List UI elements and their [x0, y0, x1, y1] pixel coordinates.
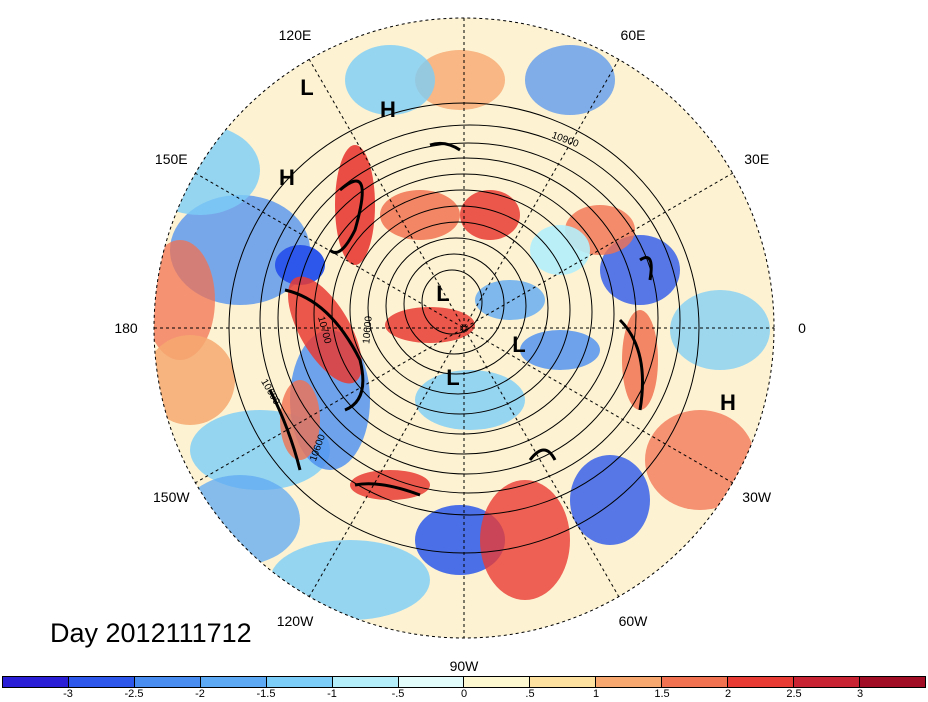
colorbar-tick-label: -1: [327, 688, 337, 700]
high-north-atlantic-marker: H: [720, 390, 736, 415]
longitude-label: 30E: [744, 151, 770, 167]
colorbar-tick-label: 2.5: [786, 688, 802, 700]
longitude-label: 0: [798, 320, 806, 336]
longitude-label: 60W: [618, 612, 648, 629]
colorbar-segment: [728, 677, 795, 687]
high-west-pacific-marker: H: [279, 165, 295, 190]
colorbar-segment: [398, 677, 465, 687]
longitude-label: 60E: [620, 27, 646, 44]
low-greenland-sea-marker: L: [512, 332, 526, 357]
colorbar-tick-label: 1: [592, 688, 600, 700]
colorbar-segment: [3, 677, 69, 687]
polar-map: [153, 17, 775, 639]
colorbar-tick-label: 0: [460, 688, 468, 700]
colorbar-segment: [859, 677, 925, 687]
colorbar-segment: [134, 677, 201, 687]
longitude-label: 120E: [278, 27, 312, 44]
colorbar-tick-label: -3: [63, 688, 73, 700]
low-canadian-arctic-marker: L: [446, 365, 460, 390]
low-arctic-marker: L: [436, 281, 450, 306]
colorbar-segment: [530, 677, 597, 687]
colorbar-tick-label: -.5: [391, 688, 405, 700]
colorbar-segment: [332, 677, 399, 687]
colorbar-segment: [464, 677, 531, 687]
longitude-label: 180: [114, 320, 138, 336]
map-boundary: [153, 17, 775, 639]
colorbar-segment: [794, 677, 860, 687]
graticule: [154, 18, 774, 638]
colorbar-segment: [596, 677, 663, 687]
colorbar-segment: [662, 677, 729, 687]
day-label: Day 2012111712: [50, 618, 252, 648]
colorbar-tick-label: 3: [856, 688, 864, 700]
low-northwest-pacific-marker: L: [300, 75, 314, 100]
longitude-label: 30W: [742, 489, 772, 505]
colorbar-tick-label: .5: [525, 688, 535, 700]
longitude-label: 150W: [152, 489, 190, 505]
colorbar-tick-label: -1.5: [256, 688, 276, 700]
colorbar-segment: [68, 677, 135, 687]
jet-contours: [268, 141, 653, 497]
colorbar: [2, 676, 926, 688]
longitude-label: 150E: [154, 151, 188, 167]
longitude-label: 90W: [449, 658, 479, 674]
colorbar-segment: [200, 677, 267, 687]
colorbar-tick-label: -2.5: [124, 688, 144, 700]
colorbar-tick-label: 2: [724, 688, 732, 700]
longitude-label: 120W: [276, 612, 314, 629]
colorbar-tick-label: -2: [195, 688, 205, 700]
colorbar-tick-label: 1.5: [654, 688, 670, 700]
high-siberia-marker: H: [380, 97, 396, 122]
colorbar-segment: [266, 677, 333, 687]
